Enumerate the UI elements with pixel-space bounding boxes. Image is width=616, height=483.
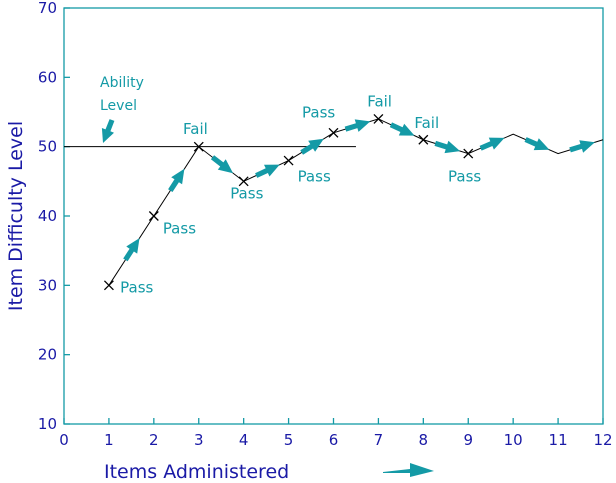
series-line	[108, 118, 604, 286]
y-tick-label: 10	[38, 415, 57, 433]
x-tick-label: 8	[419, 431, 429, 449]
marker-stroke	[283, 155, 294, 166]
direction-arrow	[569, 140, 595, 153]
x-tick-label: 11	[549, 431, 568, 449]
marker-stroke	[328, 127, 339, 138]
direction-arrow	[168, 168, 185, 192]
ability-level-group: Ability Level	[64, 75, 356, 148]
x-tick-label: 3	[194, 431, 204, 449]
y-tick-label: 40	[38, 207, 57, 225]
annotation-pass: Pass	[302, 104, 335, 122]
data-point-marker	[328, 127, 339, 138]
direction-arrow	[479, 137, 505, 151]
marker-stroke	[463, 148, 474, 159]
x-tick-label: 1	[104, 431, 114, 449]
x-tick-label: 10	[504, 431, 523, 449]
x-tick-label: 2	[149, 431, 159, 449]
y-tick-label: 30	[38, 276, 57, 294]
y-tick-label: 50	[38, 138, 57, 156]
annotation-fail: Fail	[414, 114, 439, 132]
ability-level-label-line2: Level	[100, 98, 137, 114]
annotation-pass: Pass	[448, 167, 481, 185]
x-tick-label: 6	[329, 431, 339, 449]
annotation-fail: Fail	[183, 120, 208, 138]
annotation-fail: Fail	[367, 92, 392, 110]
data-point-marker	[283, 155, 294, 166]
annotation-pass: Pass	[120, 278, 153, 296]
y-tick-label: 70	[38, 0, 57, 17]
data-point-marker	[193, 141, 204, 152]
y-tick-label: 20	[38, 346, 57, 364]
y-axis-title: Item Difficulty Level	[5, 121, 27, 311]
x-axis-title: Items Administered	[104, 461, 289, 483]
direction-arrows	[123, 119, 595, 262]
x-tick-label: 7	[374, 431, 384, 449]
data-point-marker	[103, 280, 114, 291]
data-point-marker	[463, 148, 474, 159]
x-tick-label: 4	[239, 431, 249, 449]
direction-arrow	[210, 155, 234, 174]
annotations: Pass Pass Fail Pass Pass Pass Fail Fail Pass	[120, 92, 481, 296]
marker-stroke	[238, 176, 249, 187]
x-tick-label: 5	[284, 431, 294, 449]
x-tick-label: 12	[593, 431, 612, 449]
annotation-pass: Pass	[163, 219, 196, 237]
ability-level-label-line1: Ability	[100, 75, 144, 91]
x-tick-label: 0	[59, 431, 69, 449]
ability-level-arrow	[101, 119, 115, 143]
data-point-marker	[148, 211, 159, 221]
direction-arrow	[389, 122, 415, 136]
direction-arrow	[255, 164, 280, 178]
direction-arrow	[524, 137, 550, 151]
marker-stroke	[373, 113, 384, 124]
plot-frame	[63, 7, 604, 425]
y-tick-label: 60	[38, 68, 57, 86]
marker-stroke	[103, 280, 114, 291]
marker-stroke	[418, 134, 429, 145]
x-tick-label: 9	[463, 431, 473, 449]
marker-stroke	[193, 141, 204, 152]
direction-arrow	[123, 238, 140, 262]
direction-arrow	[434, 140, 461, 154]
marker-stroke	[148, 211, 159, 221]
annotation-pass: Pass	[298, 167, 331, 185]
data-point-marker	[418, 134, 429, 145]
data-point-marker	[373, 113, 384, 124]
direction-arrow	[300, 138, 324, 155]
annotation-pass: Pass	[230, 185, 263, 203]
x-axis-arrow	[383, 463, 434, 477]
data-point-marker	[238, 176, 249, 187]
direction-arrow	[344, 119, 371, 132]
